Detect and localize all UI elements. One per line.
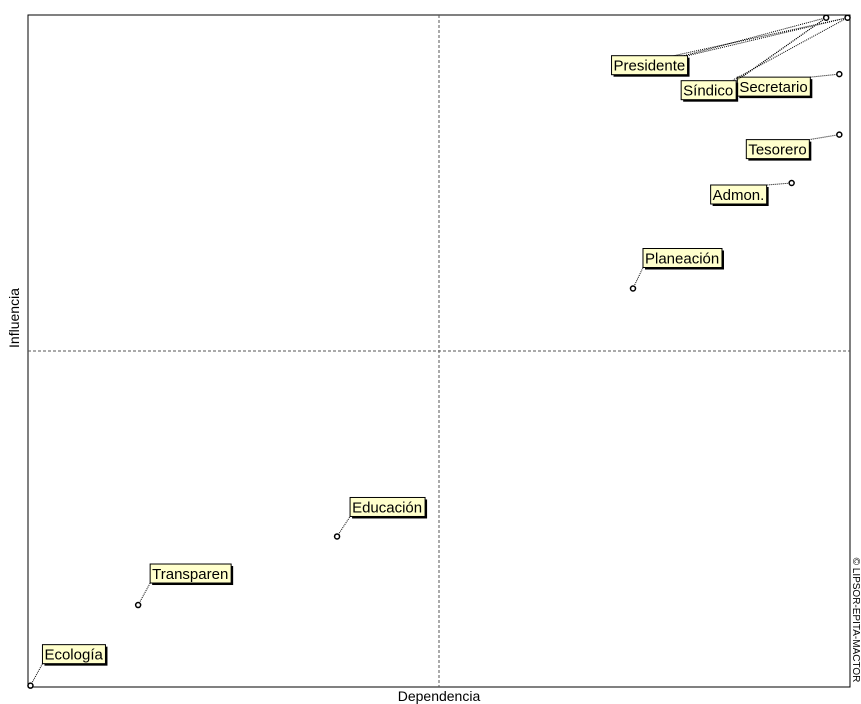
leader-line	[336, 516, 351, 537]
point-label: Admon.	[713, 187, 765, 204]
point-marker	[134, 601, 142, 609]
points-layer: Ecología Transparen Educación Planeación Adm…	[27, 14, 851, 689]
point-sindico: Síndico	[680, 14, 830, 102]
credit-text: © LIPSOR-EPITA-MACTOR	[850, 558, 861, 683]
leader-line	[809, 134, 840, 141]
point-label: Tesorero	[748, 142, 806, 159]
leader-line	[632, 267, 644, 289]
point-tesorero: Tesorero	[745, 131, 843, 161]
point-marker	[27, 682, 34, 689]
leader-line	[735, 17, 827, 82]
point-admon: Admon.	[710, 179, 795, 206]
point-educacion: Educación	[333, 496, 428, 540]
cluster-connector	[667, 17, 827, 61]
leader-line	[30, 663, 43, 686]
leader-line	[810, 73, 840, 78]
point-marker	[333, 533, 341, 540]
point-label: Presidente	[614, 58, 686, 75]
label-box	[710, 184, 768, 205]
point-marker	[629, 285, 637, 292]
label-box	[745, 139, 810, 160]
leader-line	[137, 582, 151, 606]
point-planeacion: Planeación	[629, 248, 724, 292]
point-label: Ecología	[44, 647, 103, 664]
point-marker	[822, 14, 830, 21]
point-label: Planeación	[645, 251, 719, 268]
point-marker	[788, 179, 795, 187]
label-box	[642, 248, 723, 269]
point-presidente: Presidente	[611, 14, 851, 77]
point-marker	[836, 70, 843, 78]
label-box	[349, 496, 426, 517]
point-transparen: Transparen	[134, 563, 234, 609]
label-box	[680, 80, 737, 101]
leader-line	[766, 182, 792, 186]
point-label: Educación	[352, 499, 422, 516]
cluster-connector	[667, 17, 848, 58]
point-marker	[844, 14, 851, 21]
point-ecologia: Ecología	[27, 644, 108, 689]
point-label: Transparen	[152, 566, 228, 583]
leader-line	[687, 17, 848, 57]
point-secretario: Secretario	[736, 70, 843, 99]
point-marker	[836, 131, 843, 138]
y-axis-title: Influencia	[6, 288, 22, 348]
point-label: Secretario	[739, 79, 807, 96]
label-box	[41, 644, 106, 665]
label-box	[149, 563, 232, 584]
x-axis-title: Dependencia	[398, 688, 481, 704]
point-label: Síndico	[683, 83, 733, 100]
label-box	[611, 55, 689, 76]
